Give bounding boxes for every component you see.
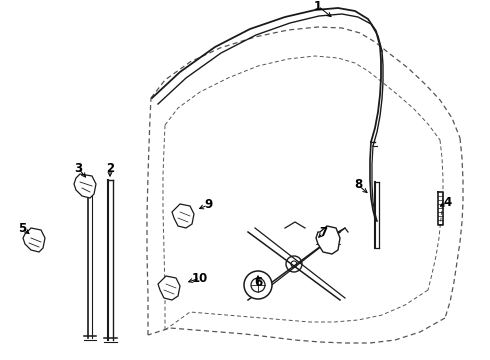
- Text: 7: 7: [319, 226, 327, 239]
- Text: 5: 5: [18, 221, 26, 234]
- Polygon shape: [23, 228, 45, 252]
- Circle shape: [244, 271, 272, 299]
- Polygon shape: [172, 204, 194, 228]
- Text: 6: 6: [254, 275, 262, 288]
- Polygon shape: [316, 226, 340, 254]
- Text: 1: 1: [314, 0, 322, 13]
- Text: 2: 2: [106, 162, 114, 175]
- Polygon shape: [158, 276, 180, 300]
- Polygon shape: [74, 174, 96, 198]
- Text: 3: 3: [74, 162, 82, 175]
- Text: 9: 9: [204, 198, 212, 211]
- Text: 4: 4: [444, 195, 452, 208]
- Circle shape: [251, 278, 265, 292]
- Text: 8: 8: [354, 179, 362, 192]
- Text: 10: 10: [192, 271, 208, 284]
